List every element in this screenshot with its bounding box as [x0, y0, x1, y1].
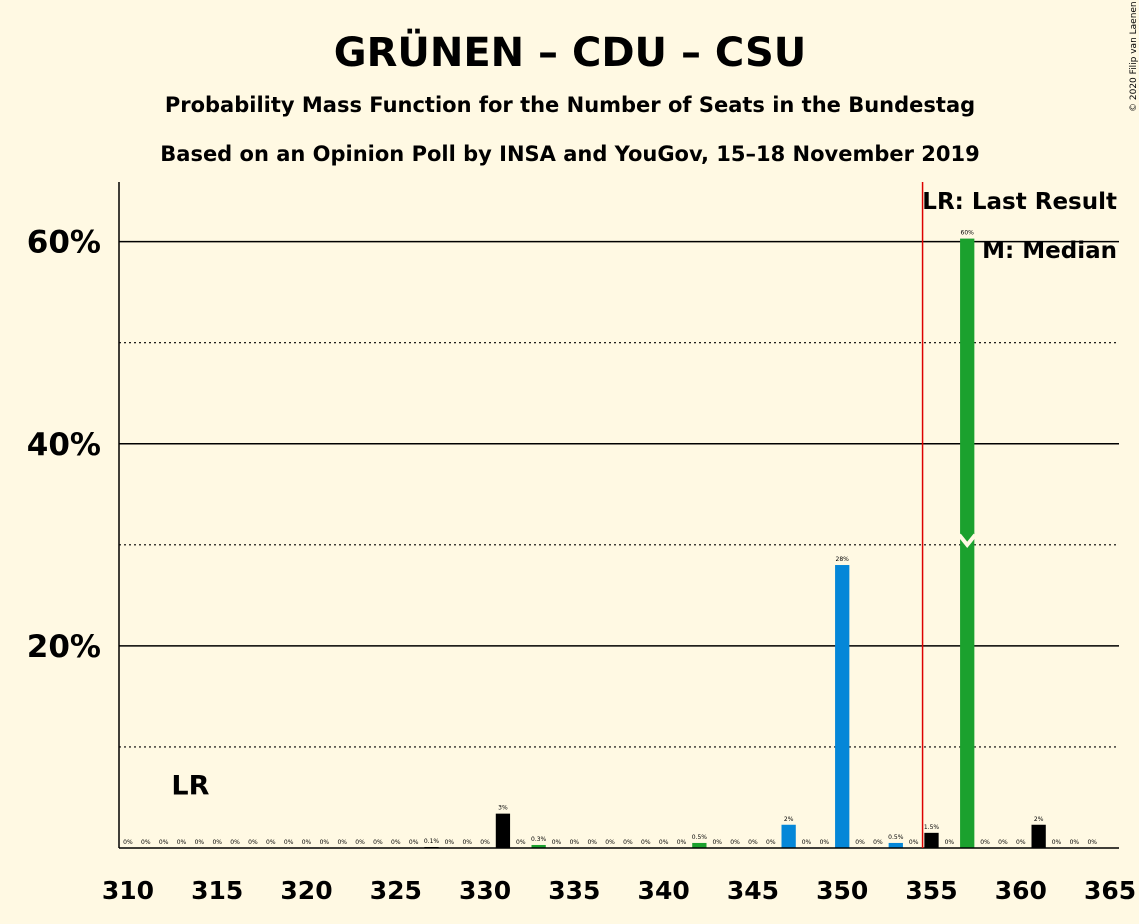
bar-value-label: 0% [212, 839, 222, 846]
legend-last-result: LR: Last Result [922, 189, 1117, 215]
x-tick-label: 365 [1084, 876, 1136, 905]
bar-value-label: 0% [748, 839, 758, 846]
bar-value-label: 0% [445, 839, 455, 846]
x-tick-label: 325 [370, 876, 422, 905]
bar-value-label: 0% [391, 839, 401, 846]
bar-value-label: 0% [141, 839, 151, 846]
bar-value-label: 0% [1070, 839, 1080, 846]
bar-value-label: 0% [337, 839, 347, 846]
x-tick-label: 320 [280, 876, 332, 905]
chart-subtitle: Probability Mass Function for the Number… [165, 93, 975, 117]
bar-value-label: 0% [462, 839, 472, 846]
bar-value-label: 0% [159, 839, 169, 846]
bar-value-label: 0% [712, 839, 722, 846]
bar [531, 844, 546, 848]
bar-value-label: 0% [302, 839, 312, 846]
bar-value-label: 0% [409, 839, 419, 846]
x-tick-label: 355 [905, 876, 957, 905]
chart-title: GRÜNEN – CDU – CSU [334, 28, 807, 76]
bar-value-label: 0% [320, 839, 330, 846]
bar-value-label: 60% [961, 230, 975, 237]
bar-value-label: 0% [266, 839, 276, 846]
bar [924, 832, 939, 848]
y-tick-label: 60% [27, 225, 101, 261]
bar-value-label: 0% [587, 839, 597, 846]
bar-value-label: 0% [373, 839, 383, 846]
bar [1031, 824, 1046, 848]
x-tick-label: 310 [102, 876, 154, 905]
x-tick-labels: 310 315 320 325 330 335 340 345 350 355 360 365 [102, 876, 1136, 905]
bar-value-label: 0% [909, 839, 919, 846]
bar-value-label: 3% [498, 805, 508, 812]
bar-value-label: 0% [552, 839, 562, 846]
bar-value-label: 0% [230, 839, 240, 846]
bar-value-label: 0% [1052, 839, 1062, 846]
bar [692, 842, 707, 848]
legend-median: M: Median [982, 238, 1117, 264]
bar-value-label: 0% [355, 839, 365, 846]
bar-value-label: 0% [1087, 839, 1097, 846]
bar-value-label: 2% [784, 816, 794, 823]
bar-value-label: 0% [570, 839, 580, 846]
bar-value-label: 0% [641, 839, 651, 846]
bar-value-label: 0.1% [424, 838, 440, 845]
bar-value-label: 0% [1016, 839, 1026, 846]
bar-value-label: 0.5% [692, 834, 708, 841]
y-tick-label: 20% [27, 629, 101, 665]
bar-value-label: 1.5% [924, 824, 940, 831]
bar-value-label: 0% [177, 839, 187, 846]
bar-value-label: 0% [873, 839, 883, 846]
bar-value-label: 0% [677, 839, 687, 846]
bar-value-label: 0% [766, 839, 776, 846]
bar-value-label: 0% [516, 839, 526, 846]
bar-value-label: 0% [945, 839, 955, 846]
bar-value-label: 0% [195, 839, 205, 846]
bar [888, 842, 903, 848]
bar-value-label: 0% [802, 839, 812, 846]
bar-value-label: 0.3% [531, 836, 547, 843]
chart-subtitle-poll: Based on an Opinion Poll by INSA and You… [160, 142, 979, 166]
bar-labels: 0% 0% 0% 0% 0% 0% 0% 0% 0% 0% 0% 0% 0% 0% 0% 0% 0% 0.1% 0%… [123, 230, 1097, 846]
bar-value-label: 0% [480, 839, 490, 846]
x-tick-label: 360 [995, 876, 1047, 905]
x-tick-label: 330 [459, 876, 511, 905]
bar-value-label: 0% [123, 839, 133, 846]
x-tick-label: 350 [816, 876, 868, 905]
copyright-notice: © 2020 Filip van Laenen [1129, 1, 1139, 112]
bar-value-label: 0% [820, 839, 830, 846]
bar-value-label: 0% [730, 839, 740, 846]
y-tick-labels: 20% 40% 60% [27, 225, 101, 665]
median-marker [957, 533, 977, 549]
last-result-label: LR [171, 770, 209, 801]
bar-value-label: 0% [248, 839, 258, 846]
bar-value-label: 28% [836, 556, 850, 563]
x-tick-label: 335 [548, 876, 600, 905]
y-tick-label: 40% [27, 427, 101, 463]
x-tick-label: 315 [191, 876, 243, 905]
bar-value-label: 0% [659, 839, 669, 846]
bar-value-label: 0% [855, 839, 865, 846]
bar-value-label: 0% [623, 839, 633, 846]
bar-value-label: 2% [1034, 816, 1044, 823]
bar [495, 813, 511, 848]
bar-value-label: 0.5% [888, 834, 904, 841]
bar-value-label: 0% [980, 839, 990, 846]
x-tick-label: 345 [727, 876, 779, 905]
x-tick-label: 340 [638, 876, 690, 905]
bar-value-label: 0% [998, 839, 1008, 846]
bars [424, 238, 1046, 848]
bar [781, 824, 796, 848]
bar-value-label: 0% [605, 839, 615, 846]
bar-value-label: 0% [284, 839, 294, 846]
bar [835, 565, 850, 848]
gridlines [119, 240, 1119, 748]
